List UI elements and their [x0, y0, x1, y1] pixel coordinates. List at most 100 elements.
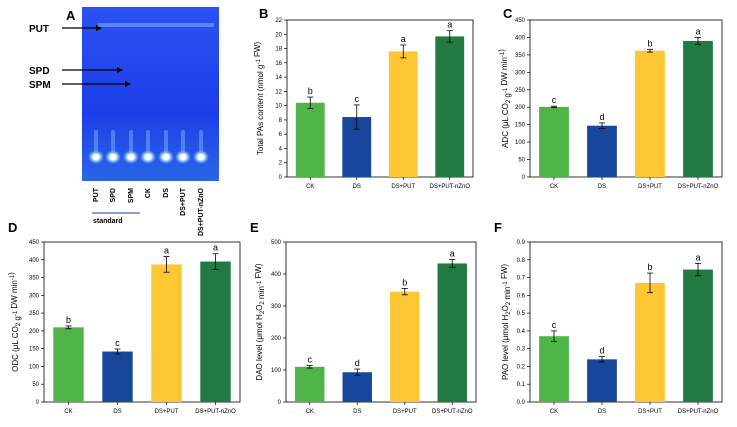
bar-ds-put-nzno — [683, 269, 713, 402]
plot-frame — [529, 241, 723, 403]
y-tick-label: 400 — [29, 258, 40, 264]
panel-label-e: E — [250, 220, 259, 235]
significance-letter: b — [402, 277, 407, 287]
lane-label-2: SPD — [110, 188, 117, 202]
y-tick-label: 250 — [515, 88, 526, 94]
significance-letter: a — [695, 252, 700, 262]
y-tick-label: 200 — [271, 336, 282, 342]
y-tick-label: 18 — [275, 47, 282, 53]
bar-ds-put-nzno — [435, 36, 465, 177]
x-tick-label: CK — [550, 184, 558, 190]
y-tick-label: 0.1 — [517, 382, 526, 388]
tlc-spot-core-2 — [109, 154, 117, 160]
tlc-spot-core-6 — [179, 154, 187, 160]
y-tick-label: 0.4 — [517, 329, 526, 335]
y-tick-label: 400 — [271, 272, 282, 278]
significance-letter: c — [308, 355, 313, 365]
y-tick-label: 500 — [271, 240, 282, 246]
significance-letter: a — [213, 243, 218, 253]
x-tick-label: DS+PUT-nZnO — [678, 409, 719, 415]
plot-frame — [286, 19, 474, 178]
y-tick-label: 22 — [275, 18, 282, 24]
significance-letter: b — [647, 38, 652, 48]
y-tick-label: 0.8 — [517, 258, 526, 264]
tlc-streak-2 — [111, 130, 115, 152]
bar-ds-put-nzno — [200, 261, 231, 402]
lane-label-7: DS+PUT-nZnO — [198, 187, 205, 236]
y-axis-label: Total PAs content (nmol g-1 FW) — [253, 42, 265, 156]
y-tick-label: 0.7 — [517, 276, 526, 282]
y-tick-label: 2 — [279, 161, 283, 167]
y-tick-label: 16 — [275, 61, 282, 67]
chart-d: D 0 50 100 150 200 250 300 350 400 450 ODC (μL CO2 … — [7, 220, 241, 415]
significance-letter: a — [450, 249, 455, 259]
panel-label-f: F — [494, 220, 502, 235]
significance-letter: a — [401, 34, 406, 44]
y-tick-label: 300 — [515, 70, 526, 76]
y-tick-label: 0.2 — [517, 364, 526, 370]
x-tick-label: DS+PUT — [393, 409, 417, 415]
bar-ds-put — [388, 51, 418, 177]
y-axis-label: PAO level (μmol H2O2 min-1 FW) — [500, 264, 512, 380]
x-tick-label: CK — [306, 409, 314, 415]
y-tick-label: 50 — [32, 382, 39, 388]
x-tick-label: DS — [598, 184, 606, 190]
bar-ds-put — [635, 282, 665, 402]
band-arrowhead-spd — [117, 67, 123, 73]
x-tick-label: CK — [64, 409, 72, 415]
tlc-streak-3 — [129, 130, 133, 152]
y-tick-label: 100 — [271, 368, 282, 374]
significance-letter: b — [66, 315, 71, 325]
y-tick-label: 20 — [275, 32, 282, 38]
y-tick-label: 450 — [515, 18, 526, 24]
y-tick-label: 8 — [279, 118, 283, 124]
bar-ck — [539, 106, 569, 177]
y-tick-label: 50 — [518, 158, 525, 164]
y-tick-label: 6 — [279, 132, 283, 138]
tlc-streak-1 — [94, 130, 98, 152]
y-tick-label: 0.3 — [517, 347, 526, 353]
y-tick-label: 0.0 — [517, 400, 526, 406]
significance-letter: b — [308, 86, 313, 96]
panel-label-a: A — [66, 8, 76, 23]
y-tick-label: 250 — [29, 311, 40, 317]
significance-letter: d — [599, 346, 604, 356]
panel-label-b: B — [259, 6, 268, 21]
plot-frame — [43, 241, 241, 403]
y-tick-label: 0 — [278, 400, 282, 406]
bar-ds-put-nzno — [437, 263, 467, 402]
bar-ck — [539, 336, 569, 402]
x-tick-label: DS+PUT-nZnO — [429, 184, 470, 190]
x-tick-label: DS — [353, 409, 361, 415]
panel-label-d: D — [8, 220, 17, 235]
tlc-spot-core-5 — [162, 154, 170, 160]
y-tick-label: 14 — [275, 75, 282, 81]
y-tick-label: 0.5 — [517, 311, 526, 317]
bar-ds-put — [390, 291, 420, 402]
band-label-spd: SPD — [29, 66, 50, 77]
tlc-spot-core-1 — [92, 154, 100, 160]
tlc-spot-core-3 — [127, 154, 135, 160]
solvent-front-band — [98, 23, 214, 27]
tlc-panel: A PUT SPD SPM PUT SPD SPM CK DS DS+PUT DS+PUT-nZ… — [29, 7, 219, 236]
standard-label: standard — [93, 218, 123, 225]
y-tick-label: 0.6 — [517, 293, 526, 299]
band-label-spm: SPM — [29, 80, 51, 91]
y-tick-label: 100 — [515, 140, 526, 146]
x-tick-label: DS+PUT — [391, 184, 415, 190]
y-tick-label: 300 — [271, 304, 282, 310]
plot-frame — [529, 19, 723, 178]
chart-b: B 0 2 4 6 8 10 12 14 16 18 20 22 Total PAs content (n… — [253, 6, 474, 190]
y-tick-label: 350 — [515, 53, 526, 59]
lane-label-6: DS+PUT — [180, 187, 187, 216]
x-tick-label: DS+PUT-nZnO — [195, 409, 236, 415]
x-tick-label: DS+PUT-nZnO — [678, 184, 719, 190]
bar-ck — [53, 327, 84, 402]
bar-ds — [102, 351, 133, 402]
significance-letter: a — [695, 26, 700, 36]
y-tick-label: 0.9 — [517, 240, 526, 246]
y-tick-label: 100 — [29, 364, 40, 370]
y-tick-label: 300 — [29, 293, 40, 299]
tlc-spot-core-7 — [197, 154, 205, 160]
